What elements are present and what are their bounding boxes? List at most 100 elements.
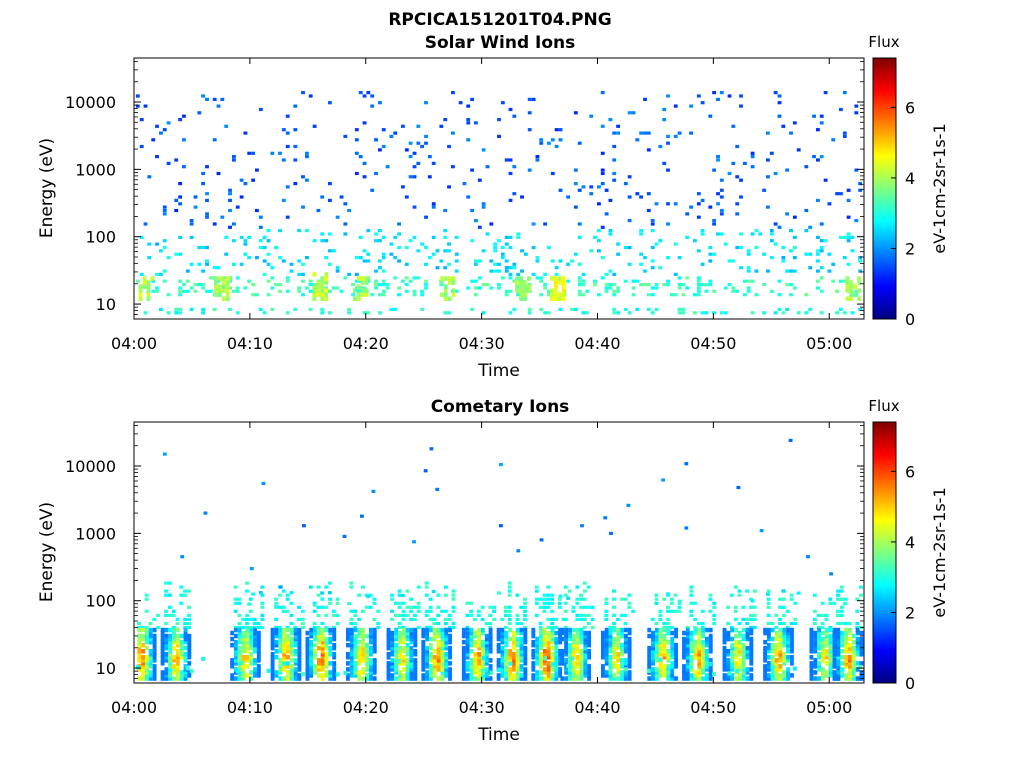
heatmap-cell (168, 664, 173, 669)
heatmap-cell (842, 279, 847, 283)
heatmap-cell (324, 655, 329, 660)
heatmap-cell (235, 205, 240, 209)
heatmap-cell (249, 645, 254, 651)
heatmap-cell (612, 171, 617, 176)
heatmap-cell (546, 673, 551, 678)
heatmap-cell (697, 627, 702, 633)
heatmap-cell (398, 639, 402, 645)
heatmap-cell (693, 649, 698, 654)
heatmap-cell (553, 276, 558, 281)
heatmap-cell (368, 593, 373, 597)
heatmap-cell (534, 597, 539, 601)
heatmap-cell (439, 276, 444, 281)
heatmap-cell (515, 636, 520, 642)
heatmap-cell (346, 642, 350, 648)
heatmap-cell (789, 293, 793, 297)
heatmap-cell (444, 621, 448, 626)
heatmap-cell (412, 205, 417, 209)
heatmap-cell (378, 239, 382, 243)
heatmap-cell (485, 232, 490, 236)
heatmap-cell (842, 235, 847, 239)
heatmap-cell (481, 658, 485, 663)
heatmap-cell (608, 649, 613, 654)
heatmap-cell (769, 256, 774, 260)
heatmap-cell (237, 658, 242, 663)
heatmap-cell (575, 639, 580, 645)
heatmap-cell (289, 591, 294, 595)
heatmap-cell (651, 676, 655, 681)
heatmap-cell (256, 645, 261, 651)
heatmap-cell (159, 272, 163, 276)
heatmap-cell (523, 613, 527, 617)
heatmap-cell (469, 670, 474, 675)
heatmap-cell (413, 613, 417, 617)
heatmap-cell (346, 652, 350, 657)
heatmap-cell (397, 601, 402, 605)
heatmap-cell (601, 664, 605, 669)
heatmap-cell (767, 642, 771, 648)
heatmap-cell (558, 652, 563, 657)
heatmap-cell (500, 627, 505, 633)
heatmap-cell (608, 627, 613, 633)
heatmap-cell (745, 649, 750, 654)
heatmap-cell (561, 292, 566, 297)
heatmap-cell (782, 605, 786, 609)
heatmap-cell (848, 667, 852, 672)
heatmap-cell (616, 639, 621, 645)
heatmap-cell (766, 205, 770, 209)
heatmap-cell (708, 259, 713, 263)
heatmap-cell (346, 636, 350, 642)
heatmap-cell (297, 645, 302, 651)
heatmap-cell (623, 279, 628, 283)
heatmap-cell (251, 151, 256, 155)
heatmap-cell (393, 256, 398, 260)
heatmap-cell (620, 658, 624, 663)
heatmap-cell (393, 235, 398, 239)
heatmap-cell (708, 645, 713, 651)
heatmap-cell (404, 276, 409, 280)
heatmap-cell (256, 649, 261, 654)
heatmap-cell (245, 655, 250, 660)
heatmap-cell (324, 280, 329, 285)
heatmap-cell (470, 168, 475, 172)
heatmap-cell (328, 630, 333, 636)
heatmap-cell (844, 630, 849, 636)
heatmap-cell (205, 165, 209, 169)
heatmap-cell (778, 645, 783, 651)
heatmap-cell (152, 658, 157, 663)
heatmap-cell (187, 639, 192, 645)
heatmap-cell (385, 286, 390, 290)
heatmap-cell (461, 676, 466, 681)
heatmap-cell (839, 613, 844, 617)
heatmap-cell (840, 655, 845, 660)
heatmap-cell (504, 293, 509, 297)
heatmap-cell (398, 661, 402, 666)
heatmap-cell (432, 627, 437, 633)
heatmap-cell (627, 219, 632, 223)
heatmap-cell (666, 670, 671, 675)
heatmap-cell (604, 661, 609, 666)
heatmap-cell (561, 284, 566, 289)
heatmap-cell (563, 609, 568, 613)
heatmap-cell (162, 245, 167, 250)
heatmap-cell (183, 655, 188, 660)
heatmap-cell (577, 262, 582, 266)
heatmap-cell (554, 655, 559, 660)
heatmap-cell (481, 667, 485, 672)
heatmap-cell (187, 670, 192, 675)
heatmap-cell (270, 667, 275, 672)
heatmap-cell (583, 645, 588, 651)
heatmap-cell (201, 286, 206, 290)
heatmap-cell (425, 664, 430, 669)
heatmap-cell (461, 655, 466, 660)
heatmap-cell (239, 660, 244, 665)
heatmap-cell (500, 630, 505, 636)
heatmap-cell (604, 609, 609, 613)
heatmap-cell (390, 597, 394, 601)
heatmap-cell (141, 655, 146, 660)
heatmap-cell (560, 649, 565, 654)
heatmap-cell (221, 288, 226, 293)
heatmap-cell (696, 202, 701, 206)
heatmap-cell (774, 667, 779, 672)
heatmap-cell (734, 652, 738, 657)
